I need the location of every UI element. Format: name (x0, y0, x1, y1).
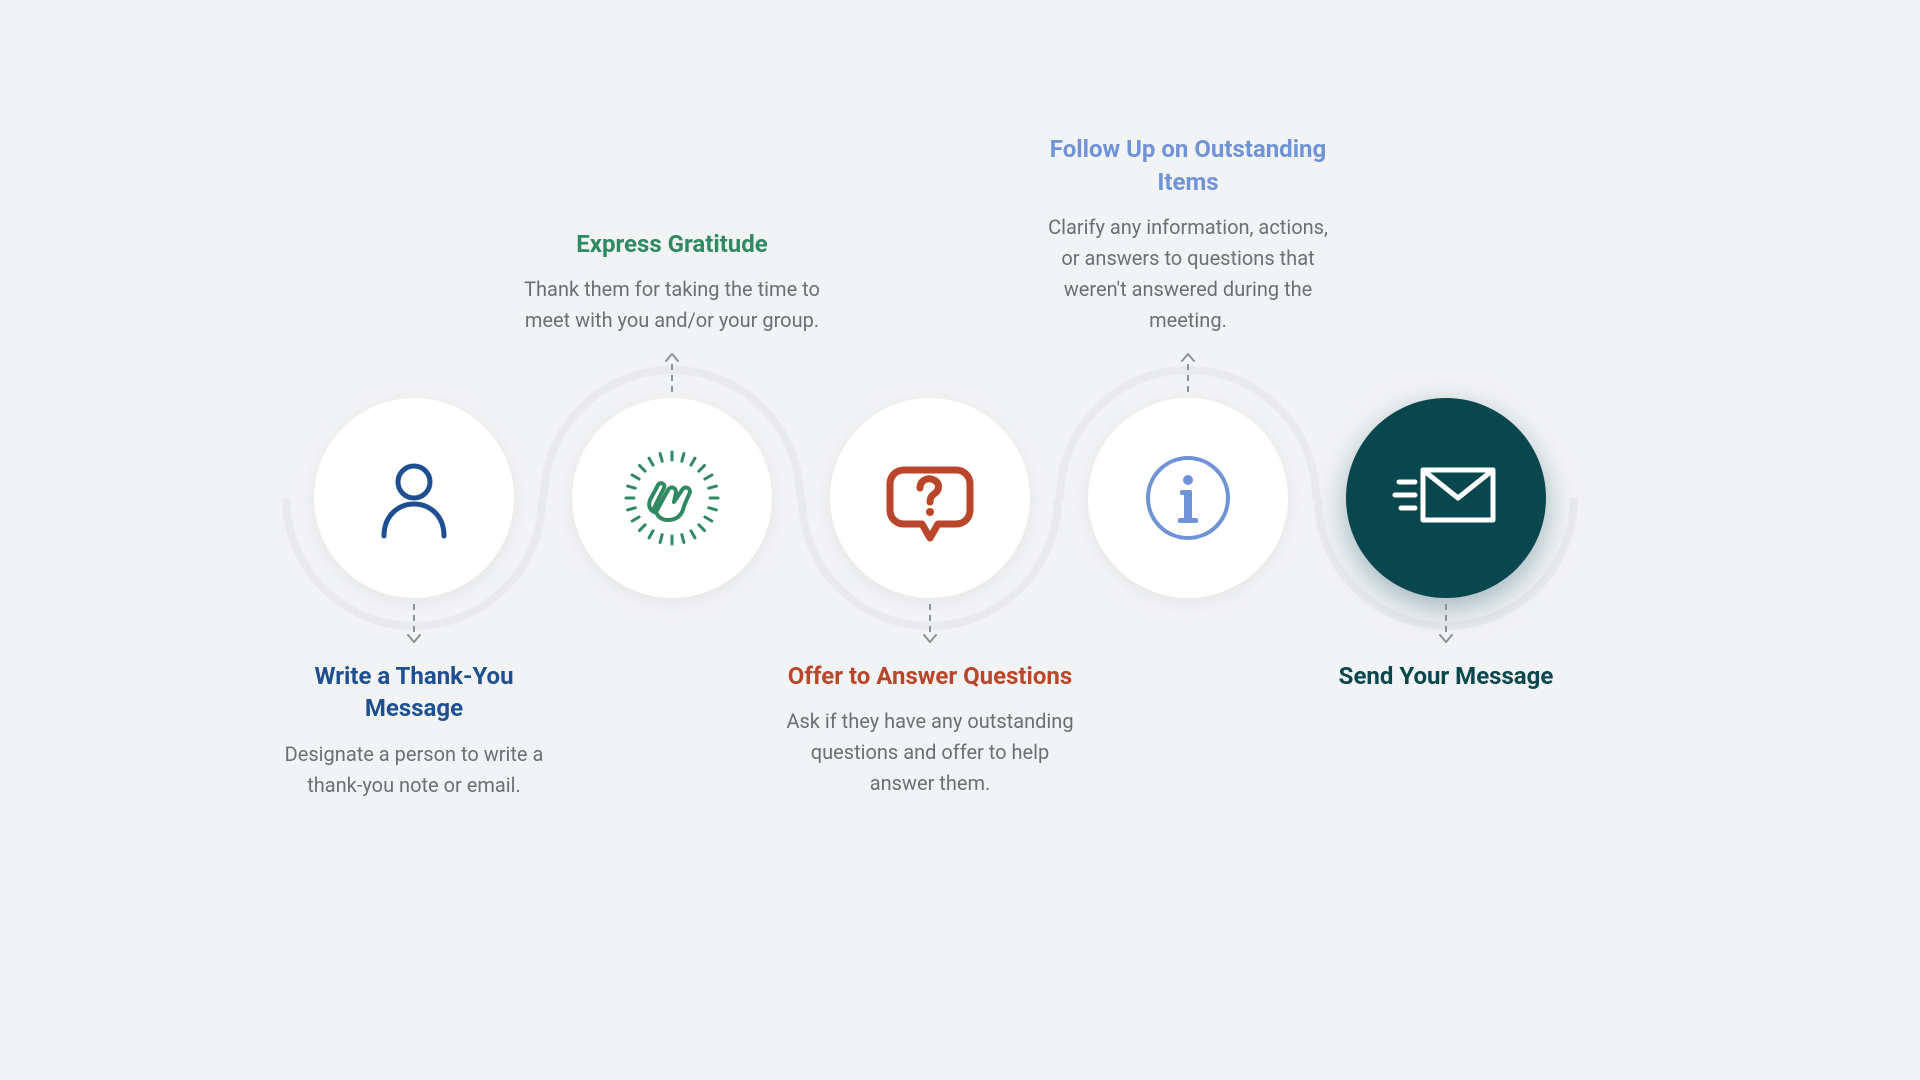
person-icon (366, 450, 462, 546)
connector-down (923, 604, 937, 646)
step-title: Offer to Answer Questions (788, 660, 1072, 692)
send-mail-icon (1391, 458, 1501, 538)
infographic-canvas: Write a Thank-You Message Designate a per… (0, 0, 1920, 1080)
step-desc: Ask if they have any outstanding questio… (780, 706, 1080, 799)
step-title: Express Gratitude (576, 228, 767, 260)
step-text-follow-up: Follow Up on Outstanding Items Clarify an… (1038, 119, 1338, 392)
step-circle-express-gratitude (572, 398, 772, 598)
step-desc: Designate a person to write a thank-you … (264, 739, 564, 801)
connector-up (665, 350, 679, 392)
step-title: Write a Thank-You Message (264, 660, 564, 725)
step-text-express-gratitude: Express Gratitude Thank them for taking t… (522, 214, 822, 392)
connector-down (1439, 604, 1453, 646)
step-circle-offer-answer-questions (830, 398, 1030, 598)
step-text-write-thank-you: Write a Thank-You Message Designate a per… (264, 604, 564, 801)
question-bubble-icon (882, 450, 978, 546)
step-circle-write-thank-you (314, 398, 514, 598)
step-title: Send Your Message (1339, 660, 1554, 692)
connector-up (1181, 350, 1195, 392)
connector-down (407, 604, 421, 646)
step-desc: Clarify any information, actions, or ans… (1038, 212, 1338, 336)
step-circle-send-message (1346, 398, 1546, 598)
step-circle-follow-up (1088, 398, 1288, 598)
step-text-offer-answer-questions: Offer to Answer Questions Ask if they hav… (780, 604, 1080, 799)
step-title: Follow Up on Outstanding Items (1038, 133, 1338, 198)
applause-icon (624, 450, 720, 546)
info-icon (1140, 450, 1236, 546)
step-text-send-message: Send Your Message (1296, 604, 1596, 692)
step-desc: Thank them for taking the time to meet w… (522, 274, 822, 336)
